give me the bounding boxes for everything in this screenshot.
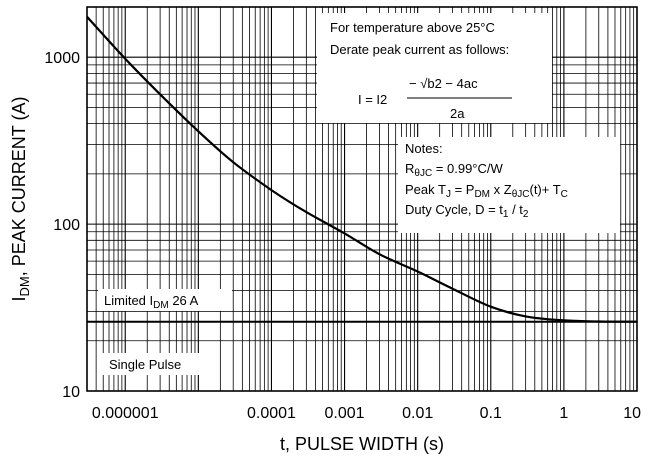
series-curve [86,15,638,323]
x-axis-label: t, PULSE WIDTH (s) [280,434,444,454]
note-rthjc: RθJC = 0.99°C/W [405,161,504,179]
single-pulse-label: Single Pulse [109,357,181,372]
x-tick-label: 0.001 [325,405,365,422]
formula-denominator: 2a [450,106,465,121]
x-tick-labels: 0.000001 0.0001 0.001 0.01 0.1 1 10 [92,405,641,422]
x-tick-label: 10 [623,405,641,422]
single-pulse-box [102,353,202,375]
y-tick-label: 1000 [44,50,80,67]
derate-line-2: Derate peak current as follows: [330,42,509,57]
plot-frame [86,6,638,392]
y-tick-label: 100 [53,217,80,234]
x-tick-label: 1 [559,405,568,422]
derate-box [317,13,552,123]
notes-box [398,137,620,233]
y-tick-labels: 10 100 1000 [44,50,80,401]
y-tick-label: 10 [62,384,80,401]
note-duty-cycle: Duty Cycle, D = t1 / t2 [405,202,529,220]
derate-line-1: For temperature above 25°C [330,20,495,35]
x-tick-label: 0.000001 [92,405,159,422]
x-tick-label: 0.1 [480,405,502,422]
formula-lhs: I = I2 [358,92,387,107]
x-tick-label: 0.0001 [247,405,296,422]
formula-numerator: − √b2 − 4ac [409,76,478,91]
limit-label: Limited IDM 26 A [104,293,199,311]
notes-title: Notes: [405,141,443,156]
y-axis-label: IDM, PEAK CURRENT (A) [9,97,32,302]
limit-label-box [98,289,232,311]
note-peak-tj: Peak TJ = PDM x ZθJC(t)+ TC [405,182,568,200]
x-tick-label: 0.01 [402,405,433,422]
